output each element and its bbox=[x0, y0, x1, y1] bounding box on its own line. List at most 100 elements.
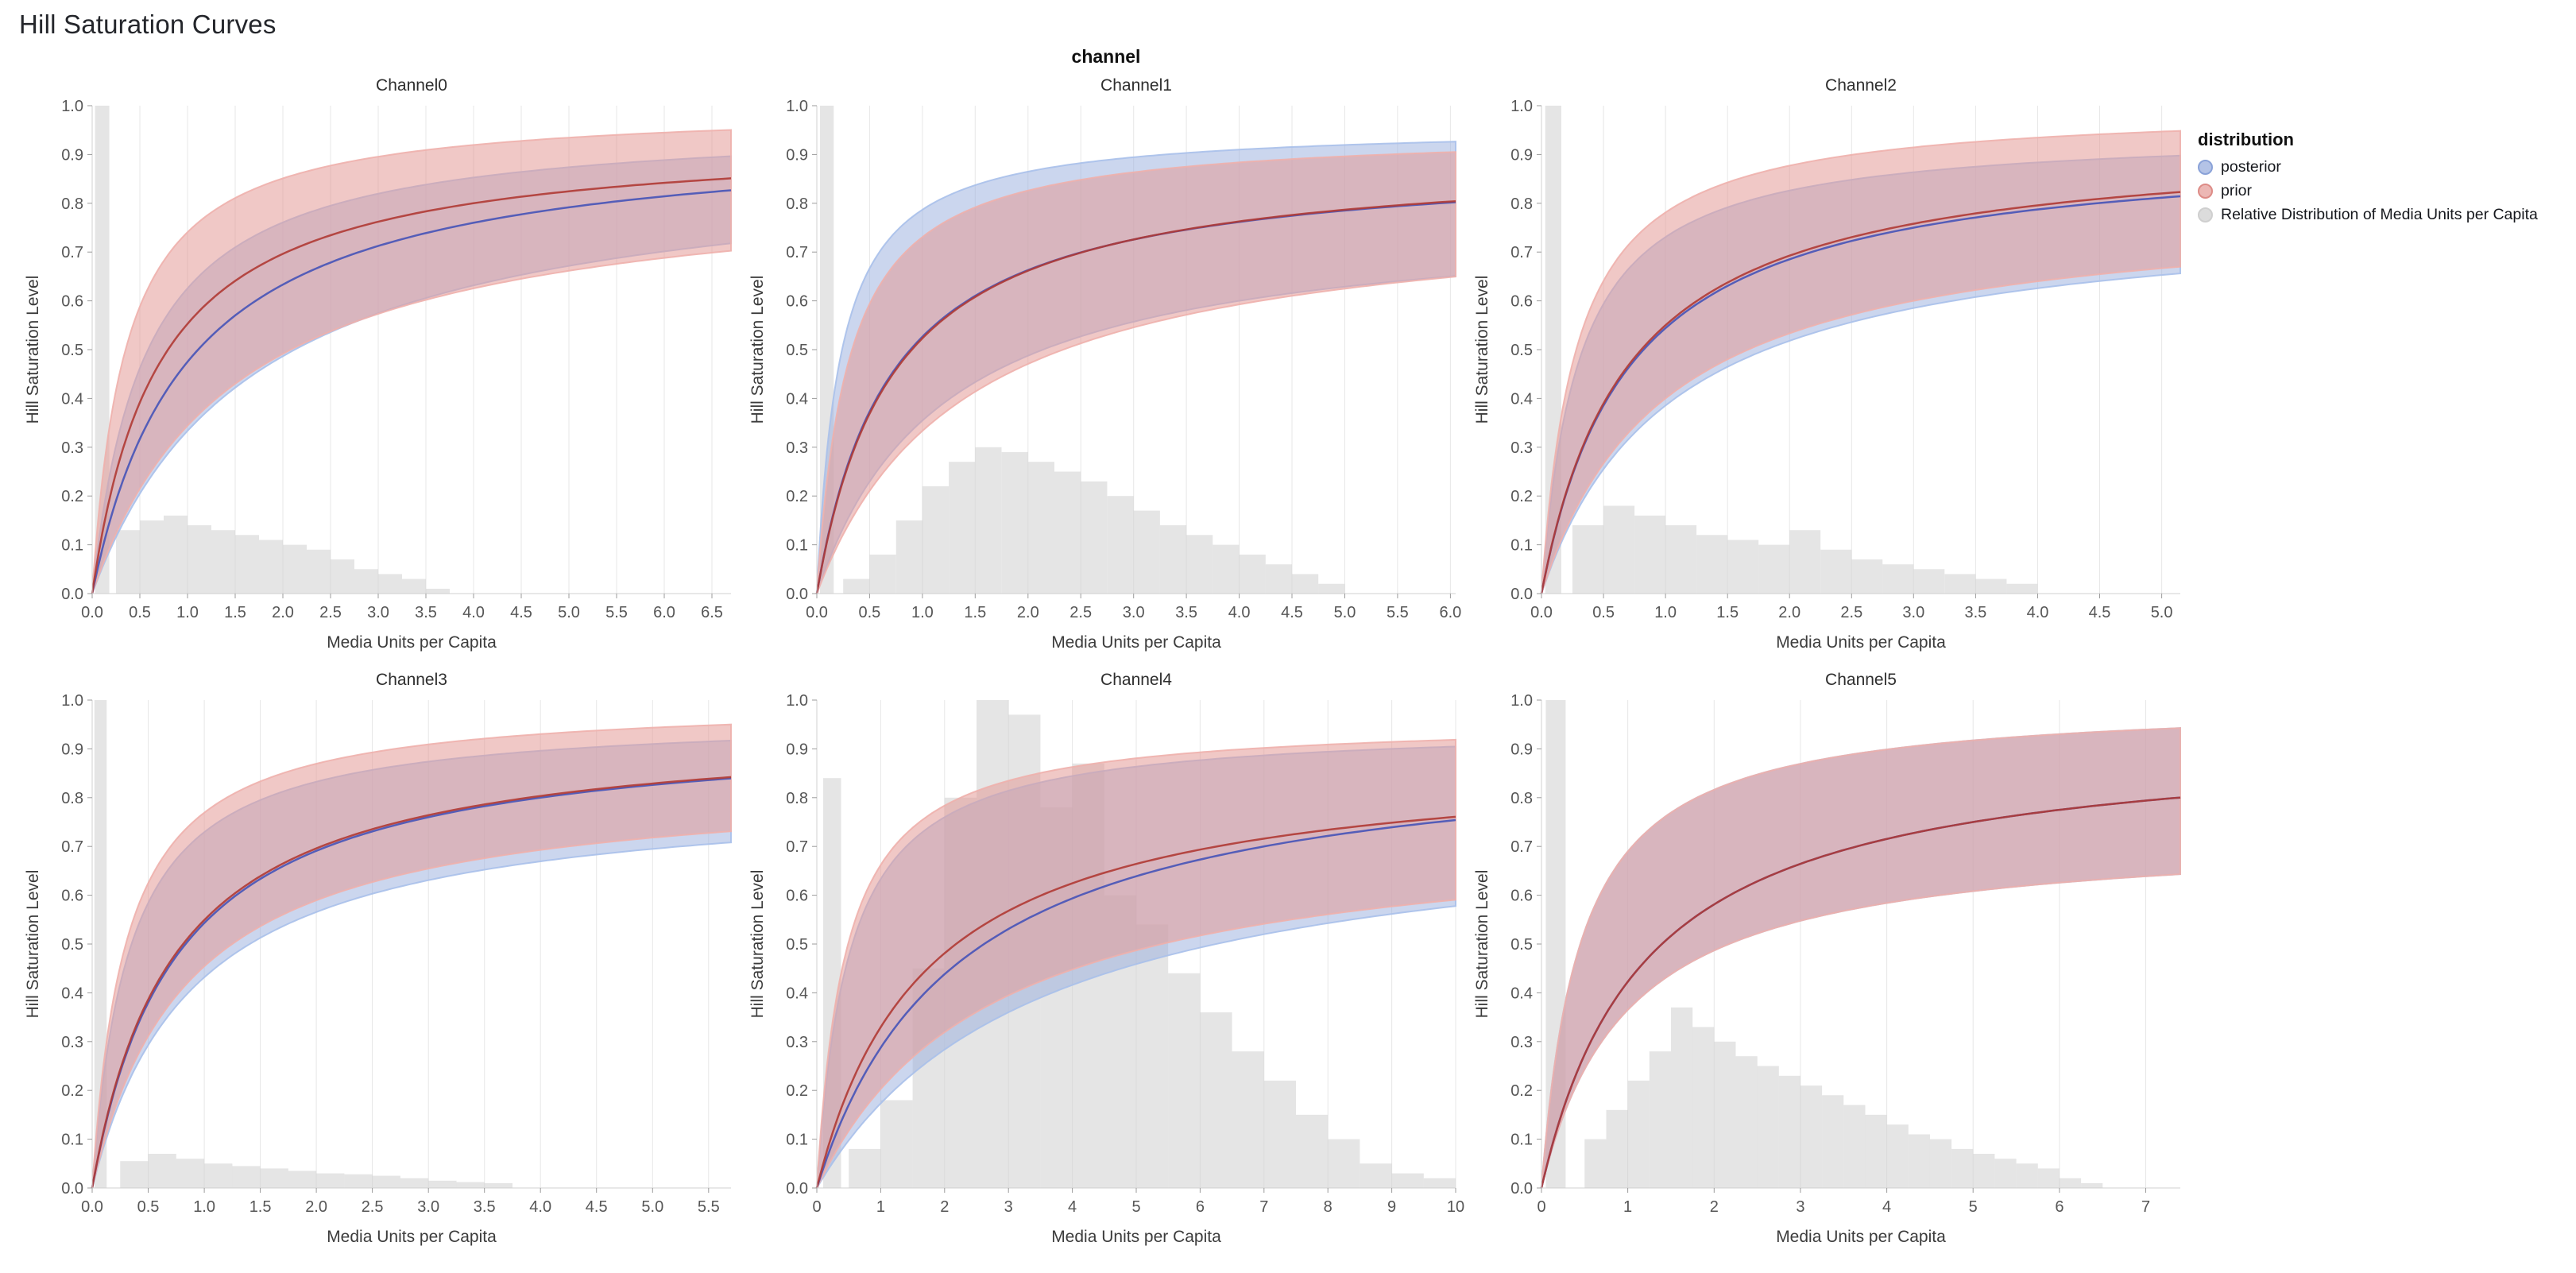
x-axis: 0.0 0.5 1.0 1.5 2.0 2.5 3.0 3.5 4.0 4.5 5.0 Media U… bbox=[1530, 593, 2180, 652]
x-tick-label: 9 bbox=[1387, 1198, 1396, 1216]
x-tick-label: 0 bbox=[1537, 1198, 1545, 1216]
x-tick-label: 4 bbox=[1068, 1198, 1077, 1216]
x-tick-label: 6 bbox=[1196, 1198, 1205, 1216]
y-tick-label: 1.0 bbox=[61, 98, 83, 115]
prior-line bbox=[1540, 191, 2181, 594]
y-axis: 0.0 0.1 0.2 0.3 0.4 0.5 0.6 0.7 0.8 0.9 1.0 Hill Sa… bbox=[1473, 692, 1542, 1198]
x-tick-label: 4.5 bbox=[1281, 604, 1303, 621]
x-tick-label: 2.5 bbox=[1069, 604, 1092, 621]
y-tick-label: 0.6 bbox=[1510, 888, 1533, 905]
x-tick-label: 3.0 bbox=[417, 1198, 439, 1216]
prior-line bbox=[815, 815, 1456, 1189]
x-tick-label: 1 bbox=[876, 1198, 885, 1216]
x-tick-label: 6.5 bbox=[701, 604, 723, 621]
x-axis-title: Media Units per Capita bbox=[1051, 1228, 1221, 1246]
x-tick-label: 0.5 bbox=[1592, 604, 1615, 621]
x-tick-label: 1.0 bbox=[176, 604, 199, 621]
y-tick-label: 0.2 bbox=[1510, 1082, 1533, 1100]
y-tick-label: 0.6 bbox=[61, 888, 83, 905]
x-axis-title: Media Units per Capita bbox=[1776, 633, 1946, 652]
x-tick-label: 3.5 bbox=[415, 604, 437, 621]
legend-title: distribution bbox=[2198, 130, 2294, 149]
x-axis-title: Media Units per Capita bbox=[1776, 1228, 1946, 1246]
posterior-line bbox=[91, 189, 732, 594]
y-tick-label: 1.0 bbox=[786, 692, 808, 710]
legend-entry-0: posterior bbox=[2198, 158, 2571, 176]
x-axis-title: Media Units per Capita bbox=[1051, 633, 1221, 652]
x-tick-label: 4.0 bbox=[462, 604, 485, 621]
prior-line bbox=[1540, 796, 2181, 1189]
media-units-histogram bbox=[94, 700, 512, 1188]
x-tick-label: 6 bbox=[2055, 1198, 2064, 1216]
channel3-svg: 0.0 0.5 1.0 1.5 2.0 2.5 3.0 3.5 4.0 4.5 5.0 5.5 Medi… bbox=[24, 671, 732, 1246]
chart-channel3: 0.0 0.5 1.0 1.5 2.0 2.5 3.0 3.5 4.0 4.5 5.0 5.5 Medi… bbox=[19, 662, 744, 1256]
x-tick-label: 1.5 bbox=[249, 1198, 272, 1216]
legend: distribution posterior prior Relative Dist… bbox=[2193, 68, 2571, 230]
prior-band bbox=[1541, 130, 2181, 594]
y-axis: 0.0 0.1 0.2 0.3 0.4 0.5 0.6 0.7 0.8 0.9 1.0 Hill Sa… bbox=[24, 692, 93, 1198]
x-tick-label: 6.0 bbox=[653, 604, 675, 621]
y-axis: 0.0 0.1 0.2 0.3 0.4 0.5 0.6 0.7 0.8 0.9 1.0 Hill Sa… bbox=[748, 98, 818, 603]
x-tick-label: 5.0 bbox=[641, 1198, 663, 1216]
x-tick-label: 2.0 bbox=[305, 1198, 327, 1216]
y-tick-label: 0.2 bbox=[1510, 488, 1533, 505]
subplot-title: Channel2 bbox=[1825, 76, 1897, 95]
x-tick-label: 0.0 bbox=[81, 1198, 103, 1216]
y-tick-label: 1.0 bbox=[1510, 692, 1533, 710]
prior-band bbox=[816, 151, 1456, 594]
x-axis: 0.0 0.5 1.0 1.5 2.0 2.5 3.0 3.5 4.0 4.5 5.0 5.5 6.0 M… bbox=[806, 593, 1461, 652]
y-tick-label: 0.9 bbox=[786, 146, 808, 164]
x-tick-label: 4.0 bbox=[1228, 604, 1251, 621]
y-tick-label: 0.5 bbox=[61, 936, 83, 954]
prior-line bbox=[91, 776, 732, 1189]
x-tick-label: 3.0 bbox=[1123, 604, 1145, 621]
y-axis: 0.0 0.1 0.2 0.3 0.4 0.5 0.6 0.7 0.8 0.9 1.0 Hill Sa… bbox=[1473, 98, 1542, 603]
y-tick-label: 0.0 bbox=[1510, 1180, 1533, 1198]
y-tick-label: 0.0 bbox=[1510, 586, 1533, 603]
media-units-histogram bbox=[95, 106, 450, 594]
y-tick-label: 0.8 bbox=[786, 195, 808, 213]
x-tick-label: 0.5 bbox=[858, 604, 880, 621]
y-tick-label: 0.3 bbox=[61, 1034, 83, 1051]
y-tick-label: 0.9 bbox=[1510, 741, 1533, 758]
page-title: Hill Saturation Curves bbox=[19, 10, 277, 39]
x-tick-label: 2 bbox=[940, 1198, 949, 1216]
x-tick-label: 0.5 bbox=[137, 1198, 160, 1216]
y-tick-label: 0.0 bbox=[786, 586, 808, 603]
y-tick-label: 0.4 bbox=[786, 985, 808, 1002]
y-axis: 0.0 0.1 0.2 0.3 0.4 0.5 0.6 0.7 0.8 0.9 1.0 Hill Sa… bbox=[748, 692, 818, 1198]
x-tick-label: 1.5 bbox=[224, 604, 246, 621]
legend-swatch-icon bbox=[2198, 184, 2213, 199]
x-tick-label: 1.0 bbox=[1654, 604, 1677, 621]
x-tick-label: 2.0 bbox=[1778, 604, 1800, 621]
legend-swatch-icon bbox=[2198, 160, 2213, 175]
x-tick-label: 3 bbox=[1796, 1198, 1804, 1216]
legend-swatch-icon bbox=[2198, 207, 2213, 222]
y-tick-label: 0.8 bbox=[61, 195, 83, 213]
prior-band bbox=[91, 723, 732, 1189]
chart-channel0: 0.0 0.5 1.0 1.5 2.0 2.5 3.0 3.5 4.0 4.5 5.0 5.5 6.0 6… bbox=[19, 68, 744, 662]
y-tick-label: 0.5 bbox=[786, 936, 808, 954]
y-tick-label: 0.5 bbox=[1510, 342, 1533, 359]
prior-band bbox=[816, 738, 1456, 1189]
x-tick-label: 7 bbox=[1259, 1198, 1268, 1216]
x-tick-label: 2.0 bbox=[1017, 604, 1039, 621]
x-tick-label: 1.5 bbox=[964, 604, 986, 621]
y-axis-title: Hill Saturation Level bbox=[1473, 276, 1491, 424]
y-tick-label: 0.3 bbox=[786, 439, 808, 457]
y-tick-label: 0.8 bbox=[61, 790, 83, 807]
x-tick-label: 0.5 bbox=[129, 604, 151, 621]
y-tick-label: 0.3 bbox=[1510, 439, 1533, 457]
x-axis: 0.0 0.5 1.0 1.5 2.0 2.5 3.0 3.5 4.0 4.5 5.0 5.5 6.0 6… bbox=[81, 593, 731, 652]
y-axis-title: Hill Saturation Level bbox=[748, 870, 767, 1019]
channel4-svg: 0 1 2 3 4 5 6 7 8 9 10 Media Units per Capita 0.0 0.1… bbox=[748, 671, 1464, 1246]
y-tick-label: 0.2 bbox=[61, 1082, 83, 1100]
x-tick-label: 0.0 bbox=[1530, 604, 1553, 621]
x-tick-label: 1.0 bbox=[911, 604, 934, 621]
x-tick-label: 0 bbox=[812, 1198, 821, 1216]
y-tick-label: 0.1 bbox=[61, 537, 83, 555]
x-tick-label: 5.0 bbox=[558, 604, 580, 621]
y-tick-label: 1.0 bbox=[786, 98, 808, 115]
media-units-histogram bbox=[1545, 106, 2038, 594]
y-tick-label: 0.3 bbox=[786, 1034, 808, 1051]
